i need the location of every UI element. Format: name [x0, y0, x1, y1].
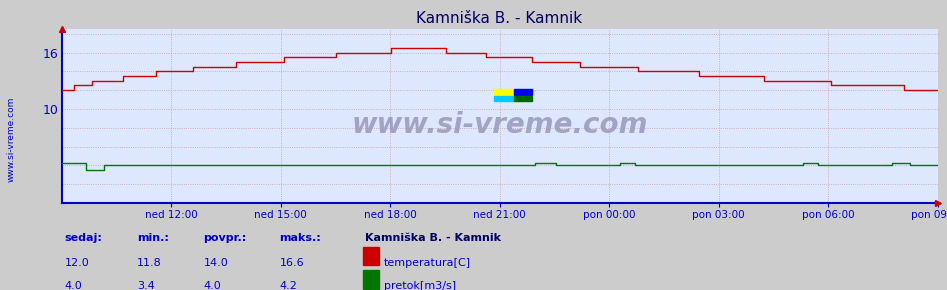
Text: www.si-vreme.com: www.si-vreme.com: [7, 97, 16, 182]
Text: 4.0: 4.0: [64, 281, 82, 290]
Text: min.:: min.:: [137, 233, 170, 243]
Text: 4.2: 4.2: [279, 281, 297, 290]
Bar: [513, 95, 532, 101]
Bar: [494, 95, 512, 101]
Bar: [513, 89, 532, 95]
Text: pretok[m3/s]: pretok[m3/s]: [384, 281, 456, 290]
Bar: [494, 89, 512, 95]
Text: 4.0: 4.0: [204, 281, 222, 290]
Text: Kamniška B. - Kamnik: Kamniška B. - Kamnik: [365, 233, 501, 243]
Text: 3.4: 3.4: [137, 281, 155, 290]
Text: 14.0: 14.0: [204, 258, 228, 268]
Text: temperatura[C]: temperatura[C]: [384, 258, 471, 268]
Title: Kamniška B. - Kamnik: Kamniška B. - Kamnik: [417, 11, 582, 26]
Text: 12.0: 12.0: [64, 258, 89, 268]
Text: sedaj:: sedaj:: [64, 233, 102, 243]
Text: www.si-vreme.com: www.si-vreme.com: [351, 111, 648, 139]
Text: povpr.:: povpr.:: [204, 233, 247, 243]
Text: maks.:: maks.:: [279, 233, 321, 243]
Text: 11.8: 11.8: [137, 258, 162, 268]
Text: 16.6: 16.6: [279, 258, 304, 268]
